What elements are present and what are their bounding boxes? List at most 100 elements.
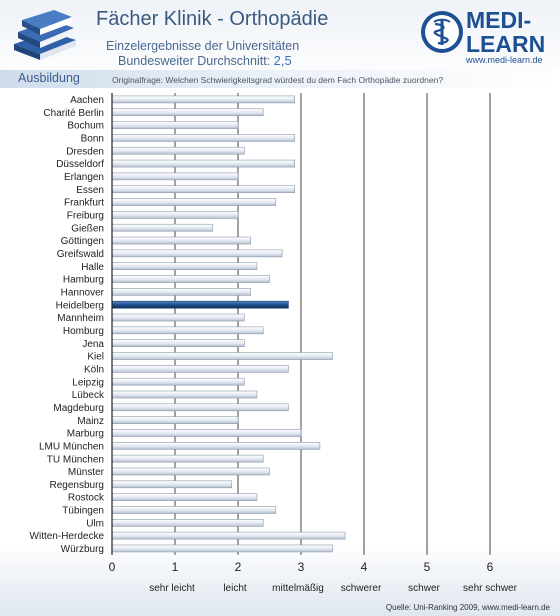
bar-lmu-münchen bbox=[111, 442, 321, 450]
question-text: Originalfrage: Welchen Schwierigkeitsgra… bbox=[112, 75, 444, 85]
bar-ulm bbox=[111, 519, 264, 527]
bar-mainz bbox=[111, 416, 239, 424]
category-label: Gießen bbox=[71, 223, 104, 234]
bar-göttingen bbox=[111, 236, 251, 245]
bar-halle bbox=[111, 262, 258, 271]
bar-bochum bbox=[111, 121, 239, 129]
category-label: Bochum bbox=[67, 121, 104, 132]
category-label: Hannover bbox=[61, 287, 105, 298]
category-label: Mannheim bbox=[57, 313, 104, 324]
scale-label: schwerer bbox=[341, 583, 382, 594]
bar-regensburg bbox=[111, 480, 232, 489]
category-label: Freiburg bbox=[67, 210, 104, 221]
category-label: Kiel bbox=[87, 352, 104, 363]
category-label: TU München bbox=[47, 454, 104, 465]
bar-bonn bbox=[111, 134, 295, 142]
scale-label: leicht bbox=[223, 583, 247, 594]
bar-heidelberg bbox=[111, 300, 289, 309]
bar-köln bbox=[111, 365, 289, 373]
scale-label: sehr leicht bbox=[149, 583, 195, 594]
category-label: Greifswald bbox=[57, 249, 104, 260]
bar-tübingen bbox=[111, 506, 277, 514]
section-band bbox=[0, 70, 560, 88]
bar-münster bbox=[111, 467, 270, 476]
logo-line1: MEDI- bbox=[466, 7, 532, 33]
scale-label: schwer bbox=[408, 583, 440, 594]
scale-label: sehr schwer bbox=[463, 583, 518, 594]
x-tick-label: 0 bbox=[109, 560, 116, 574]
category-label: Hamburg bbox=[63, 275, 104, 286]
bar-greifswald bbox=[111, 249, 283, 258]
category-label: Marburg bbox=[67, 429, 104, 440]
category-label: Aachen bbox=[70, 95, 104, 106]
category-label: Münster bbox=[68, 467, 105, 478]
average-value: 2,5 bbox=[273, 53, 292, 68]
x-tick-label: 3 bbox=[298, 560, 305, 574]
category-label: Bonn bbox=[81, 134, 104, 145]
bar-frankfurt bbox=[111, 198, 277, 206]
bar-würzburg bbox=[111, 544, 333, 553]
category-label: Köln bbox=[84, 364, 104, 375]
bar-tu-münchen bbox=[111, 454, 264, 463]
bar-erlangen bbox=[111, 172, 239, 181]
category-label: Rostock bbox=[68, 493, 105, 504]
x-tick-label: 4 bbox=[361, 560, 368, 574]
bar-freiburg bbox=[111, 211, 239, 219]
bar-gießen bbox=[111, 223, 214, 232]
bar-marburg bbox=[111, 429, 302, 437]
category-label: Essen bbox=[76, 185, 104, 196]
category-label: Düsseldorf bbox=[56, 159, 104, 170]
bar-hannover bbox=[111, 288, 251, 296]
category-label: Witten-Herdecke bbox=[30, 531, 105, 542]
page-title: Fächer Klinik - Orthopädie bbox=[96, 8, 329, 30]
bar-kiel bbox=[111, 352, 333, 360]
bar-essen bbox=[111, 185, 295, 194]
category-label: Homburg bbox=[63, 326, 104, 337]
bar-hamburg bbox=[111, 275, 270, 283]
bar-mannheim bbox=[111, 313, 245, 322]
category-label: Tübingen bbox=[62, 506, 104, 517]
bar-düsseldorf bbox=[111, 159, 295, 168]
average-line: Bundesweiter Durchschnitt: 2,5 bbox=[118, 53, 292, 68]
bar-aachen bbox=[111, 95, 295, 104]
category-label: Mainz bbox=[77, 416, 104, 427]
bar-dresden bbox=[111, 146, 245, 155]
header: Fächer Klinik - Orthopädie Einzelergebni… bbox=[0, 0, 560, 70]
category-label: Frankfurt bbox=[64, 198, 104, 209]
average-label: Bundesweiter Durchschnitt: bbox=[118, 54, 274, 68]
category-label: Magdeburg bbox=[53, 403, 104, 414]
bar-magdeburg bbox=[111, 403, 289, 412]
scale-label: mittelmäßig bbox=[272, 583, 324, 594]
category-label: Halle bbox=[81, 262, 104, 273]
category-label: Erlangen bbox=[64, 172, 104, 183]
category-label: Jena bbox=[82, 339, 104, 350]
category-label: Charité Berlin bbox=[43, 108, 104, 119]
category-label: Göttingen bbox=[61, 236, 104, 247]
logo-url: www.medi-learn.de bbox=[466, 55, 543, 65]
bar-homburg bbox=[111, 326, 264, 335]
bar-lübeck bbox=[111, 390, 258, 399]
x-tick-label: 1 bbox=[172, 560, 179, 574]
bar-charit-berlin bbox=[111, 108, 264, 117]
category-label: Leipzig bbox=[72, 377, 104, 388]
logo-line2: LEARN bbox=[466, 31, 546, 57]
logo-emblem-icon bbox=[421, 11, 463, 53]
section-label: Ausbildung bbox=[18, 71, 80, 85]
x-tick-label: 5 bbox=[424, 560, 431, 574]
bar-rostock bbox=[111, 493, 258, 501]
subtitle: Einzelergebnisse der Universitäten bbox=[106, 39, 300, 53]
x-tick-label: 6 bbox=[487, 560, 494, 574]
bar-leipzig bbox=[111, 377, 245, 386]
category-label: Lübeck bbox=[72, 390, 105, 401]
category-label: Würzburg bbox=[61, 544, 104, 555]
bar-jena bbox=[111, 339, 245, 347]
category-label: Regensburg bbox=[50, 480, 104, 491]
category-label: Heidelberg bbox=[56, 300, 104, 311]
logo-wordmark: MEDI- LEARN bbox=[466, 8, 545, 56]
books-icon bbox=[14, 10, 76, 60]
x-tick-label: 2 bbox=[235, 560, 242, 574]
category-label: Ulm bbox=[86, 518, 104, 529]
category-label: Dresden bbox=[66, 146, 104, 157]
bar-witten-herdecke bbox=[111, 531, 346, 540]
